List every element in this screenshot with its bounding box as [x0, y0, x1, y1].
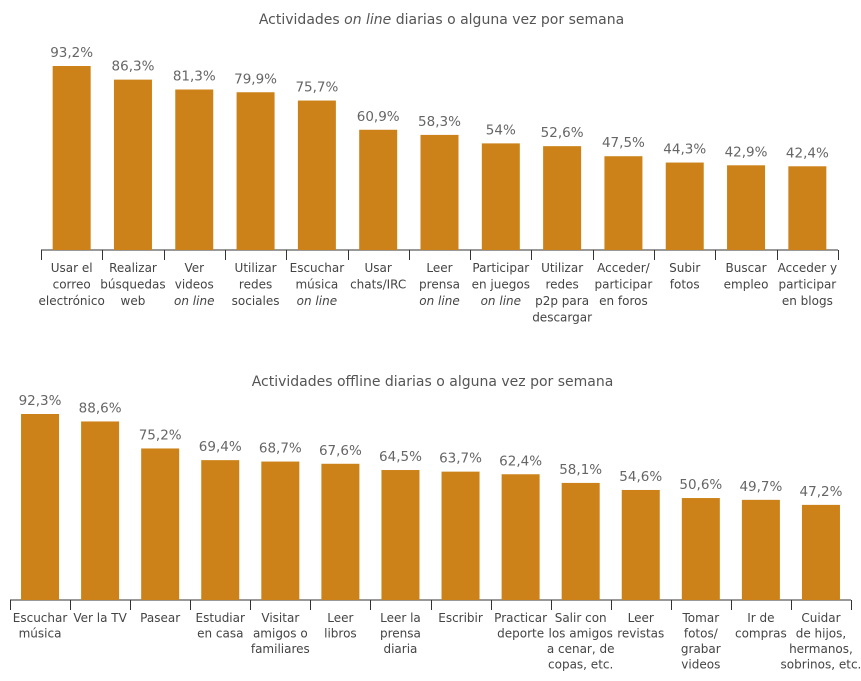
chart-1: Actividades on line diarias o alguna vez… [39, 12, 839, 325]
category-label: Usar chats/IRC [350, 261, 406, 292]
bar [621, 489, 660, 600]
value-label: 58,1% [559, 462, 602, 478]
category-label: Visitar amigos o familiares [251, 611, 310, 656]
bar [21, 414, 60, 600]
category-label: Leer la prensa diaria [380, 611, 421, 656]
bar [681, 498, 720, 600]
bar [441, 471, 480, 600]
bar [420, 134, 459, 250]
category-label: Realizar búsquedas web [100, 261, 165, 308]
value-label: 44,3% [663, 142, 706, 158]
bar [113, 79, 152, 250]
bar [81, 421, 120, 600]
category-label: Utilizar redes sociales [232, 261, 280, 308]
value-label: 68,7% [259, 441, 302, 457]
bar [261, 461, 300, 600]
category-label: Leer prensa on line [419, 261, 460, 308]
value-label: 58,3% [418, 114, 461, 130]
category-label: Escuchar música [13, 611, 68, 641]
value-label: 52,6% [541, 125, 584, 141]
value-label: 54,6% [619, 469, 662, 485]
category-label: Ver la TV [73, 611, 127, 625]
category-label: Ver videos on line [174, 261, 214, 308]
category-label: Leer libros [324, 611, 357, 641]
value-label: 88,6% [79, 400, 122, 416]
category-label: Acceder y participar en blogs [778, 261, 837, 308]
bar [175, 89, 214, 250]
value-label: 42,4% [786, 145, 829, 161]
category-label: Buscar empleo [724, 261, 769, 292]
category-label: Pasear [140, 611, 180, 625]
bar [788, 166, 827, 250]
category-label: Cuidar de hijos, hermanos, sobrinos, etc. [781, 611, 861, 672]
value-label: 93,2% [50, 45, 93, 61]
category-label: Utilizar redes p2p para descargar [532, 261, 592, 325]
chart-2: Actividades offline diarias o alguna vez… [10, 374, 861, 672]
value-label: 75,7% [295, 80, 338, 96]
category-label: Tomar fotos/grabar videos [681, 611, 721, 672]
category-label: Participar en juegos on line [472, 261, 530, 308]
category-label: Ir de compras [735, 611, 787, 641]
chart-title: Actividades on line diarias o alguna vez… [259, 12, 624, 28]
bar [727, 165, 766, 250]
bar [741, 499, 780, 600]
bar [561, 482, 600, 600]
bar [665, 162, 704, 250]
bar [801, 504, 840, 600]
category-label: Leer revistas [617, 611, 664, 641]
category-label: Estudiar en casa [196, 611, 245, 641]
value-label: 92,3% [19, 393, 62, 409]
value-label: 50,6% [679, 477, 722, 493]
value-label: 47,2% [800, 484, 843, 500]
category-label: Acceder/participar en foros [595, 261, 653, 308]
category-label: Subir fotos [669, 261, 700, 292]
value-label: 64,5% [379, 449, 422, 465]
bar [543, 146, 582, 250]
bar [481, 143, 520, 250]
bar [321, 463, 360, 600]
bar [52, 66, 91, 250]
value-label: 42,9% [725, 144, 768, 160]
value-label: 81,3% [173, 68, 216, 84]
value-label: 79,9% [234, 71, 277, 87]
value-label: 86,3% [112, 59, 155, 75]
category-label: Salir con los amigos a cenar, de copas, etc… [547, 611, 615, 672]
bar [201, 460, 240, 600]
value-label: 49,7% [739, 479, 782, 495]
bar [501, 474, 540, 600]
bar [141, 448, 180, 600]
category-label: Escribir [438, 611, 483, 625]
bar [297, 100, 336, 251]
value-label: 60,9% [357, 109, 400, 125]
value-label: 63,7% [439, 451, 482, 467]
value-label: 69,4% [199, 439, 242, 455]
value-label: 62,4% [499, 453, 542, 469]
bar [236, 92, 275, 250]
category-label: Usar el correo electrónico [39, 261, 105, 308]
bar [604, 156, 643, 250]
category-label: Practicar deporte [494, 611, 547, 641]
value-label: 47,5% [602, 135, 645, 151]
value-label: 54% [486, 122, 516, 138]
value-label: 67,6% [319, 443, 362, 459]
bar [381, 470, 420, 600]
chart-title: Actividades offline diarias o alguna vez… [252, 374, 614, 390]
category-label: Escuchar música on line [290, 261, 345, 308]
bar [359, 129, 398, 250]
value-label: 75,2% [139, 427, 182, 443]
